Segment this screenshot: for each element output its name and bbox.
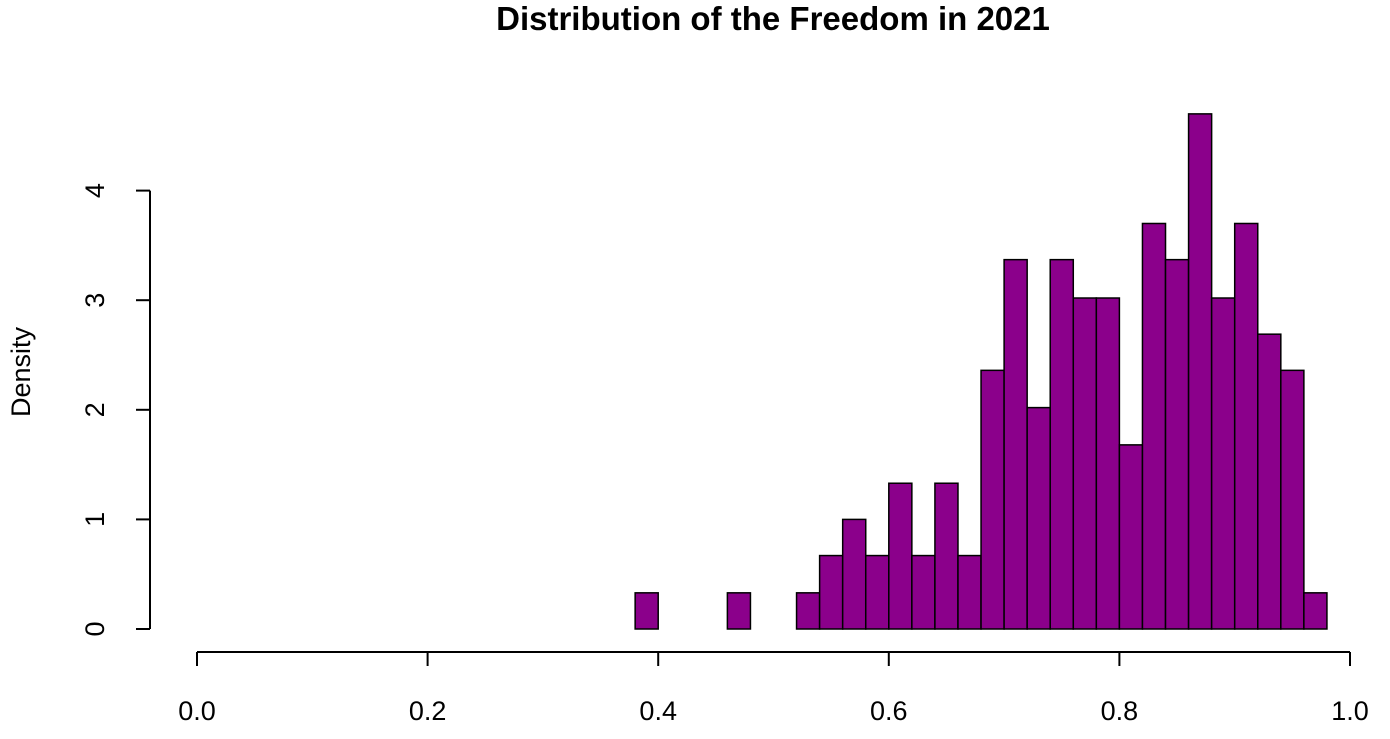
x-tick-label: 1.0 <box>1331 696 1369 726</box>
histogram-bar <box>1210 297 1236 630</box>
y-axis: 0 1 2 3 4 <box>80 183 151 637</box>
histogram-bar <box>888 482 913 630</box>
histogram-bar <box>1257 333 1282 630</box>
y-tick-label: 2 <box>80 402 110 417</box>
x-tick-label: 0.4 <box>639 696 677 726</box>
histogram-bar <box>1233 222 1259 630</box>
histogram-bar <box>864 554 890 630</box>
histogram-bar <box>1303 592 1328 630</box>
histogram-bar <box>1141 222 1167 630</box>
histogram-bar <box>634 592 659 630</box>
histogram-bar <box>841 518 867 630</box>
histogram-bar <box>1187 113 1213 630</box>
x-tick-label: 0.6 <box>870 696 908 726</box>
y-tick-label: 1 <box>80 512 110 527</box>
histogram-bar <box>1003 258 1028 630</box>
histogram-bar <box>957 554 982 630</box>
x-tick-label: 0.8 <box>1101 696 1139 726</box>
x-tick-label: 0.2 <box>409 696 447 726</box>
histogram-bar <box>1118 444 1144 630</box>
histogram-bar <box>1026 406 1051 630</box>
y-tick-label: 0 <box>80 621 110 636</box>
y-tick-label: 3 <box>80 293 110 308</box>
histogram-bar <box>911 554 936 630</box>
histogram-bar <box>1280 369 1305 630</box>
x-tick-label: 0.0 <box>178 696 216 726</box>
histogram-bar <box>1164 258 1190 630</box>
histogram-bar <box>934 482 959 630</box>
histogram-bar <box>1072 297 1098 630</box>
histogram-bar <box>818 554 844 630</box>
x-axis: 0.0 0.2 0.4 0.6 0.8 1.0 <box>178 651 1369 726</box>
histogram-bar <box>795 592 821 630</box>
histogram-bar <box>980 369 1005 630</box>
y-axis-label: Density <box>6 326 36 417</box>
histogram-bar <box>726 592 752 630</box>
histogram-bar <box>1049 258 1075 630</box>
y-tick-label: 4 <box>80 183 110 198</box>
histogram-bars <box>634 113 1328 630</box>
chart-title: Distribution of the Freedom in 2021 <box>496 0 1050 37</box>
histogram-bar <box>1095 297 1121 630</box>
